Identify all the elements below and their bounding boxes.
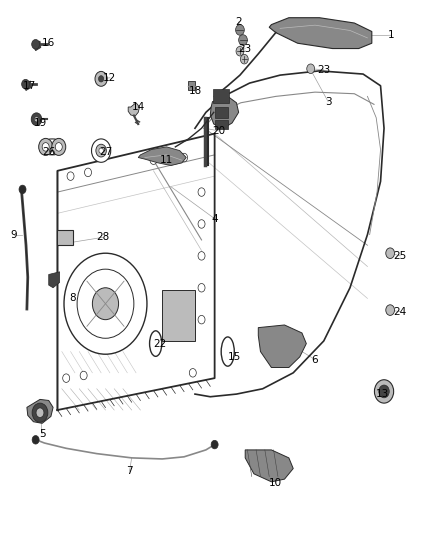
Circle shape <box>92 288 119 320</box>
Circle shape <box>32 39 39 49</box>
Circle shape <box>236 25 244 35</box>
Polygon shape <box>49 272 60 288</box>
Circle shape <box>19 185 26 193</box>
Polygon shape <box>258 325 306 368</box>
Bar <box>162 290 195 341</box>
Ellipse shape <box>221 337 234 366</box>
Circle shape <box>379 385 389 398</box>
Circle shape <box>63 374 70 382</box>
Circle shape <box>95 71 107 86</box>
Circle shape <box>52 139 66 156</box>
Circle shape <box>236 46 244 56</box>
Circle shape <box>150 156 157 165</box>
Polygon shape <box>128 103 140 116</box>
Polygon shape <box>138 147 186 165</box>
Text: 17: 17 <box>22 81 36 91</box>
Circle shape <box>239 35 247 45</box>
Bar <box>213 90 229 103</box>
Circle shape <box>32 403 48 422</box>
Bar <box>215 120 228 130</box>
Circle shape <box>96 144 106 157</box>
Circle shape <box>240 54 248 64</box>
Text: 28: 28 <box>97 232 110 243</box>
Circle shape <box>80 371 87 379</box>
Text: 8: 8 <box>69 293 76 303</box>
Text: 11: 11 <box>160 155 173 165</box>
Circle shape <box>198 284 205 292</box>
Circle shape <box>211 440 218 449</box>
Text: 23: 23 <box>239 44 252 53</box>
Polygon shape <box>34 41 41 51</box>
Circle shape <box>67 172 74 180</box>
Bar <box>187 82 195 90</box>
Bar <box>57 230 73 245</box>
Circle shape <box>39 139 53 156</box>
Circle shape <box>198 220 205 228</box>
Text: 23: 23 <box>317 65 330 75</box>
Polygon shape <box>210 96 239 128</box>
Text: 5: 5 <box>39 429 46 439</box>
Circle shape <box>99 76 104 82</box>
Circle shape <box>21 79 29 89</box>
Text: 16: 16 <box>42 38 55 48</box>
Text: 14: 14 <box>131 102 145 112</box>
Ellipse shape <box>40 139 64 155</box>
Circle shape <box>55 143 62 151</box>
Text: 3: 3 <box>325 96 332 107</box>
Polygon shape <box>24 81 31 91</box>
Bar <box>215 107 228 118</box>
Circle shape <box>198 188 205 196</box>
Text: 9: 9 <box>11 230 17 240</box>
Circle shape <box>189 368 196 377</box>
Text: 6: 6 <box>312 354 318 365</box>
Circle shape <box>92 139 111 163</box>
Circle shape <box>386 305 395 316</box>
Circle shape <box>34 117 39 122</box>
Text: 7: 7 <box>126 466 133 476</box>
Circle shape <box>36 408 44 417</box>
Text: 10: 10 <box>269 479 283 488</box>
Circle shape <box>180 154 187 162</box>
Text: 4: 4 <box>211 214 218 224</box>
Text: 12: 12 <box>103 73 117 83</box>
Text: 18: 18 <box>188 86 201 96</box>
Text: 27: 27 <box>99 147 112 157</box>
Text: 22: 22 <box>153 338 167 349</box>
Text: 15: 15 <box>228 352 241 362</box>
Text: 2: 2 <box>235 17 242 27</box>
Circle shape <box>42 143 49 151</box>
Circle shape <box>64 253 147 354</box>
Text: 19: 19 <box>33 118 46 128</box>
Circle shape <box>374 379 394 403</box>
Text: 26: 26 <box>42 147 55 157</box>
Circle shape <box>386 248 395 259</box>
Circle shape <box>198 316 205 324</box>
Ellipse shape <box>150 331 162 357</box>
Polygon shape <box>245 450 293 482</box>
Polygon shape <box>27 399 53 423</box>
Circle shape <box>32 435 39 444</box>
Text: 25: 25 <box>394 251 407 261</box>
Circle shape <box>31 113 42 126</box>
Polygon shape <box>269 18 372 49</box>
Circle shape <box>99 148 103 154</box>
Text: 13: 13 <box>376 389 389 399</box>
Circle shape <box>198 252 205 260</box>
Circle shape <box>307 64 314 74</box>
Text: 1: 1 <box>388 30 395 41</box>
Text: 20: 20 <box>212 126 226 136</box>
Text: 24: 24 <box>394 306 407 317</box>
Circle shape <box>85 168 92 176</box>
Circle shape <box>77 269 134 338</box>
